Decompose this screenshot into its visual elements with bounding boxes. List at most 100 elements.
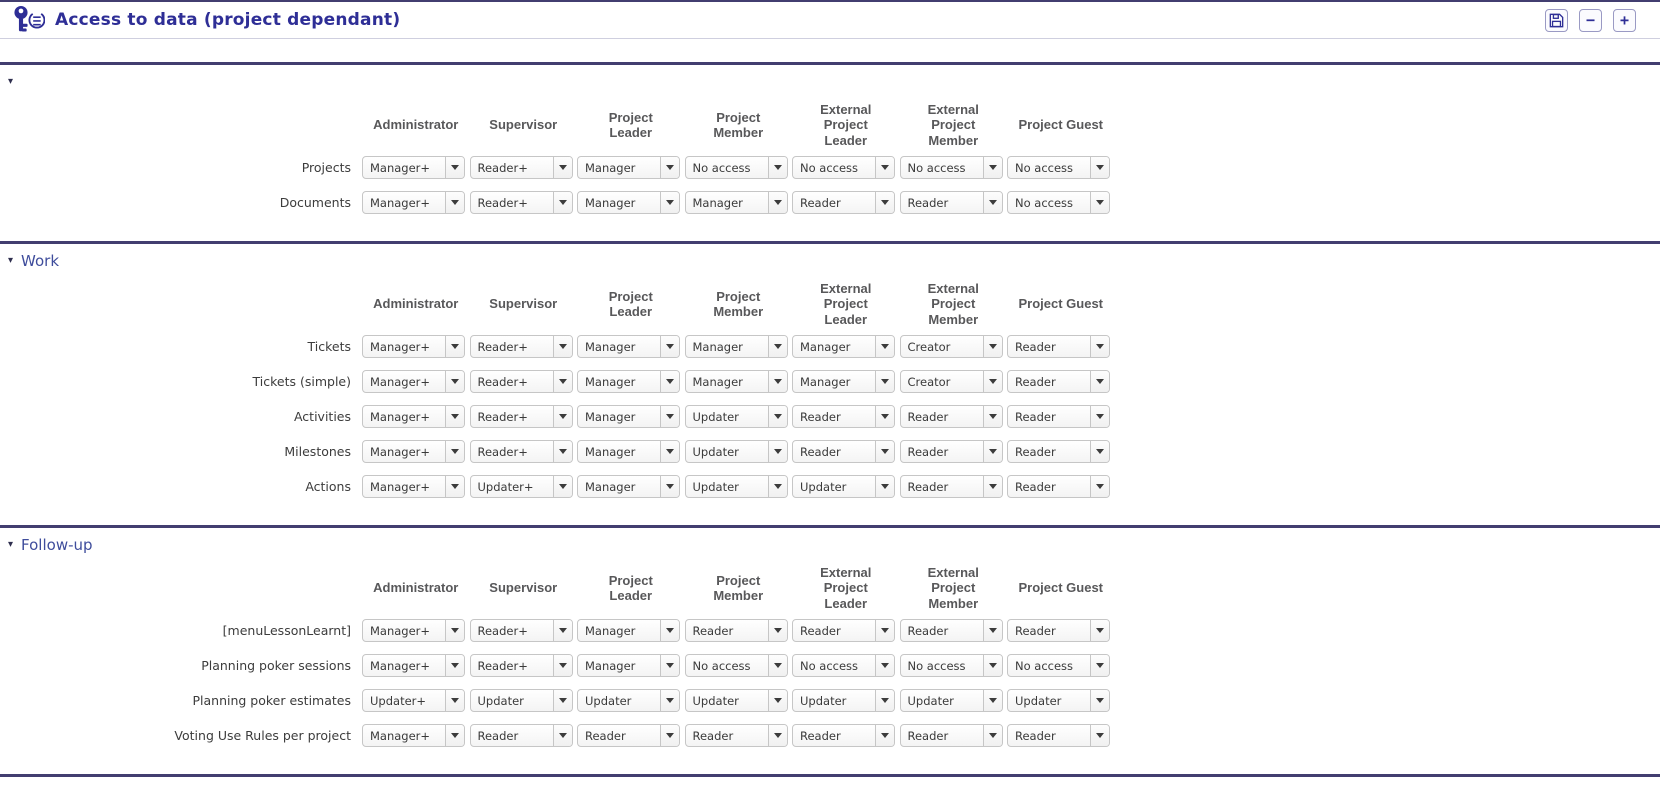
permission-select[interactable]: Reader: [684, 619, 788, 642]
permission-select[interactable]: Manager: [577, 156, 680, 179]
permission-select[interactable]: Manager+: [362, 335, 465, 358]
collapse-all-button[interactable]: −: [1579, 8, 1602, 32]
permission-select[interactable]: Manager+: [362, 191, 465, 214]
permission-select[interactable]: Manager: [577, 440, 680, 463]
permission-select[interactable]: Reader: [1007, 619, 1110, 642]
permission-select[interactable]: Manager: [792, 370, 895, 393]
permission-select[interactable]: Reader: [1007, 475, 1110, 498]
permission-select[interactable]: Reader+: [469, 654, 573, 677]
permission-select[interactable]: Reader: [792, 191, 895, 214]
permission-select[interactable]: Updater: [792, 689, 895, 712]
permission-select[interactable]: Reader: [792, 619, 895, 642]
permission-select[interactable]: Manager: [684, 370, 788, 393]
expand-all-button[interactable]: +: [1613, 8, 1636, 32]
permission-select[interactable]: Reader+: [469, 335, 573, 358]
permission-select[interactable]: No access: [792, 654, 895, 677]
column-header: Project Leader: [608, 109, 653, 140]
permission-select[interactable]: Updater+: [469, 475, 573, 498]
permission-select[interactable]: No access: [1007, 156, 1110, 179]
permission-select[interactable]: Manager: [792, 335, 895, 358]
permission-select[interactable]: Manager+: [362, 654, 465, 677]
collapse-icon[interactable]: ▾: [8, 255, 14, 266]
permission-select[interactable]: Reader+: [469, 619, 573, 642]
section-header-top[interactable]: ▾: [8, 73, 1660, 91]
permission-select[interactable]: Reader: [899, 475, 1003, 498]
permission-select[interactable]: Updater: [1007, 689, 1110, 712]
column-header: Supervisor: [489, 580, 558, 596]
permission-select[interactable]: Reader: [792, 440, 895, 463]
permission-select[interactable]: Manager: [577, 191, 680, 214]
permission-select[interactable]: Manager+: [362, 619, 465, 642]
permission-select[interactable]: Reader+: [469, 156, 573, 179]
permission-select[interactable]: Updater: [899, 689, 1003, 712]
permission-select[interactable]: Reader+: [469, 405, 573, 428]
permission-select[interactable]: No access: [1007, 191, 1110, 214]
permission-select[interactable]: Updater: [469, 689, 573, 712]
permission-select[interactable]: Reader: [1007, 405, 1110, 428]
permission-select[interactable]: Reader+: [469, 370, 573, 393]
permission-select[interactable]: Reader: [899, 191, 1003, 214]
table-row: Activities Manager+ Reader+ Manager Updater R…: [0, 405, 1660, 428]
permission-select[interactable]: Manager+: [362, 405, 465, 428]
permission-select[interactable]: Reader: [1007, 440, 1110, 463]
permission-select[interactable]: Updater: [684, 405, 788, 428]
select-value: Manager: [800, 339, 851, 354]
permission-select[interactable]: No access: [899, 156, 1003, 179]
permission-select[interactable]: Updater: [684, 440, 788, 463]
chevron-down-icon: [445, 655, 464, 676]
permission-select[interactable]: No access: [1007, 654, 1110, 677]
column-header: External Project Leader: [820, 565, 872, 611]
permission-select[interactable]: Updater: [684, 475, 788, 498]
permission-select[interactable]: Manager: [577, 335, 680, 358]
permission-select[interactable]: Manager+: [362, 475, 465, 498]
permission-select[interactable]: Manager: [684, 191, 788, 214]
permission-select[interactable]: Reader: [1007, 335, 1110, 358]
permission-select[interactable]: No access: [792, 156, 895, 179]
permission-select[interactable]: Reader: [469, 724, 573, 747]
permission-select[interactable]: Manager: [577, 405, 680, 428]
permission-select[interactable]: Manager+: [362, 156, 465, 179]
save-button[interactable]: [1545, 8, 1568, 32]
permission-select[interactable]: Manager: [577, 619, 680, 642]
permission-select[interactable]: Reader: [899, 440, 1003, 463]
chevron-down-icon: [1090, 157, 1109, 178]
permission-select[interactable]: Creator: [899, 370, 1003, 393]
section-header-work[interactable]: ▾ Work: [8, 252, 1660, 270]
collapse-icon[interactable]: ▾: [8, 539, 14, 550]
permission-select[interactable]: Manager+: [362, 440, 465, 463]
permission-select[interactable]: Reader: [1007, 724, 1110, 747]
chevron-down-icon: [445, 157, 464, 178]
permission-select[interactable]: Reader: [684, 724, 788, 747]
select-cell: Creator: [899, 370, 1008, 393]
permission-select[interactable]: No access: [684, 654, 788, 677]
permission-select[interactable]: Reader: [899, 619, 1003, 642]
permission-select[interactable]: Manager: [577, 370, 680, 393]
permission-select[interactable]: Reader: [899, 724, 1003, 747]
permission-select[interactable]: Reader+: [469, 440, 573, 463]
permission-select[interactable]: Manager+: [362, 724, 465, 747]
select-cell: Reader+: [469, 654, 578, 677]
table-row: Planning poker estimates Updater+ Updater U…: [0, 689, 1660, 712]
permission-select[interactable]: Reader: [899, 405, 1003, 428]
permission-select[interactable]: Manager: [577, 475, 680, 498]
permission-select[interactable]: Reader: [792, 724, 895, 747]
permission-select[interactable]: Reader: [577, 724, 680, 747]
permission-select[interactable]: Reader+: [469, 191, 573, 214]
select-value: Updater+: [477, 479, 534, 494]
permission-select[interactable]: Updater+: [362, 689, 465, 712]
section-header-follow-up[interactable]: ▾ Follow-up: [8, 536, 1660, 554]
permission-select[interactable]: Updater: [792, 475, 895, 498]
permission-select[interactable]: Updater: [577, 689, 680, 712]
permission-select[interactable]: Manager: [577, 654, 680, 677]
permission-select[interactable]: Updater: [684, 689, 788, 712]
collapse-icon[interactable]: ▾: [8, 76, 14, 87]
permission-select[interactable]: Manager: [684, 335, 788, 358]
permission-select[interactable]: Creator: [899, 335, 1003, 358]
chevron-down-triangle: [666, 698, 674, 703]
permission-select[interactable]: No access: [684, 156, 788, 179]
permission-select[interactable]: Reader: [1007, 370, 1110, 393]
permission-select[interactable]: Manager+: [362, 370, 465, 393]
permission-select[interactable]: Reader: [792, 405, 895, 428]
select-cell: Manager+: [362, 405, 470, 428]
permission-select[interactable]: No access: [899, 654, 1003, 677]
